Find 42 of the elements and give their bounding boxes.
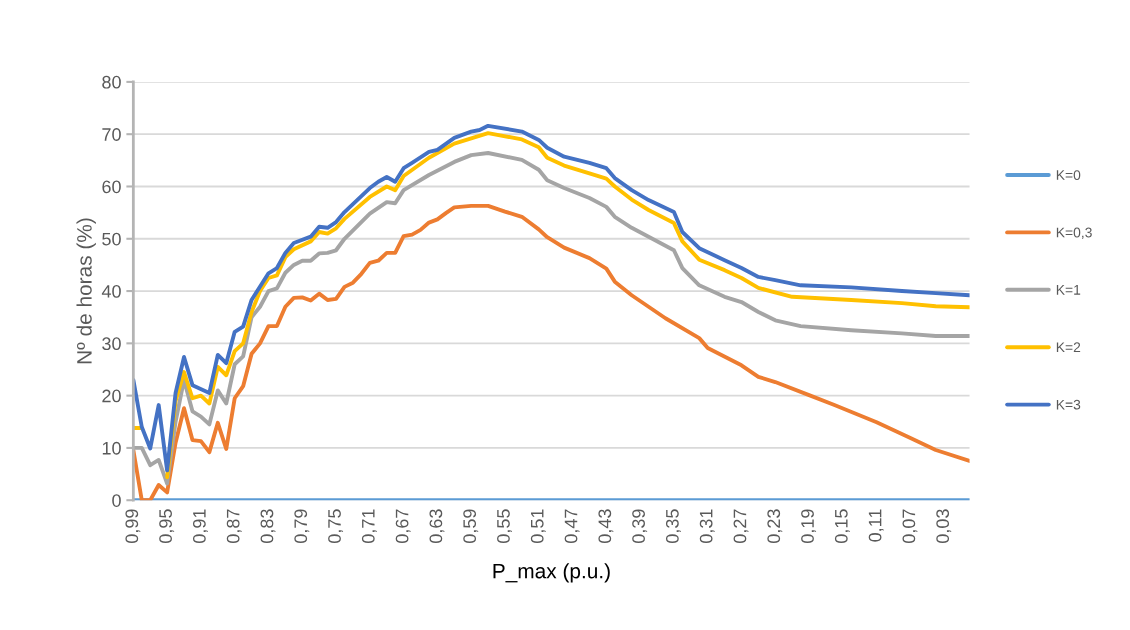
x-tick-label: 0,39 bbox=[632, 509, 648, 543]
y-tick-label: 20 bbox=[102, 389, 121, 403]
x-tick-label: 0,27 bbox=[733, 509, 749, 543]
x-tick-label: 0,11 bbox=[868, 509, 884, 542]
x-tick-label: 0,67 bbox=[395, 509, 411, 543]
x-tick-label: 0,87 bbox=[226, 509, 242, 543]
y-tick-label: 50 bbox=[102, 232, 121, 246]
x-tick-label: 0,55 bbox=[497, 509, 512, 543]
y-axis-title: Nº de horas (%) bbox=[76, 218, 96, 364]
legend-label: K=0 bbox=[1056, 170, 1081, 181]
x-tick-label: 0,79 bbox=[294, 509, 310, 543]
x-tick-label: 0,83 bbox=[260, 509, 276, 543]
y-tick-label: 60 bbox=[102, 180, 121, 194]
x-tick-label: 0,03 bbox=[936, 509, 952, 543]
x-tick-label: 0,95 bbox=[159, 509, 175, 543]
line-series bbox=[133, 203, 970, 501]
x-tick-label: 0,63 bbox=[429, 509, 445, 543]
x-tick-label: 0,43 bbox=[598, 509, 614, 543]
x-tick-label: 0,91 bbox=[192, 509, 208, 543]
x-tick-label: 0,75 bbox=[328, 509, 344, 543]
y-tick-label: 80 bbox=[102, 75, 121, 89]
x-tick-label: 0,51 bbox=[530, 509, 546, 543]
legend-label: K=1 bbox=[1056, 285, 1081, 295]
x-tick-label: 0,15 bbox=[834, 509, 850, 543]
x-axis-title: P_max (p.u.) bbox=[493, 563, 610, 583]
y-tick-label: 10 bbox=[102, 441, 121, 455]
x-tick-label: 0,23 bbox=[767, 509, 783, 543]
x-tick-label: 0,59 bbox=[463, 509, 479, 543]
x-tick-label: 0,19 bbox=[801, 509, 817, 543]
x-tick-label: 0,99 bbox=[125, 509, 141, 543]
legend-label: K=3 bbox=[1056, 399, 1081, 410]
x-tick-label: 0,07 bbox=[902, 509, 918, 543]
x-tick-label: 0,31 bbox=[699, 509, 715, 543]
x-tick-label: 0,47 bbox=[564, 509, 580, 543]
legend-label: K=0,3 bbox=[1056, 227, 1092, 240]
x-tick-label: 0,71 bbox=[361, 509, 377, 543]
y-tick-label: 30 bbox=[102, 337, 121, 351]
y-tick-label: 70 bbox=[102, 128, 121, 141]
legend-label: K=2 bbox=[1056, 342, 1081, 353]
y-tick-label: 40 bbox=[101, 284, 121, 298]
y-tick-label: 0 bbox=[112, 494, 121, 507]
x-tick-label: 0,35 bbox=[665, 509, 681, 543]
